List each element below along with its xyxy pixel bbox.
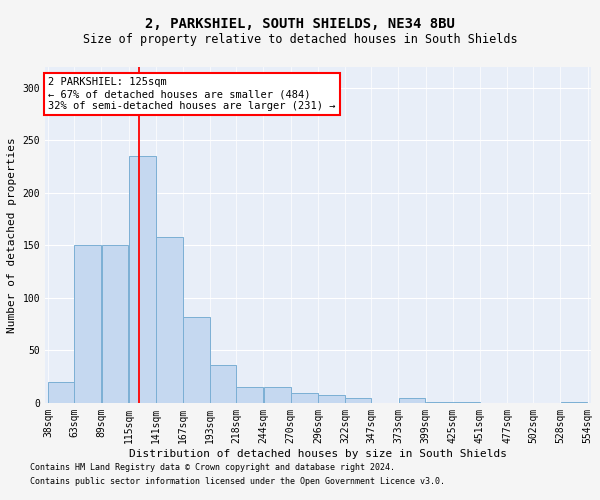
Bar	[156, 237, 183, 403]
Bar	[48, 382, 74, 403]
Bar	[101, 246, 128, 403]
X-axis label: Distribution of detached houses by size in South Shields: Distribution of detached houses by size …	[129, 448, 507, 458]
Bar	[425, 402, 452, 403]
Y-axis label: Number of detached properties: Number of detached properties	[7, 137, 17, 333]
Text: 2, PARKSHIEL, SOUTH SHIELDS, NE34 8BU: 2, PARKSHIEL, SOUTH SHIELDS, NE34 8BU	[145, 18, 455, 32]
Bar	[398, 398, 425, 403]
Text: 2 PARKSHIEL: 125sqm
← 67% of detached houses are smaller (484)
32% of semi-detac: 2 PARKSHIEL: 125sqm ← 67% of detached ho…	[48, 78, 335, 110]
Bar	[236, 387, 263, 403]
Bar	[318, 394, 345, 403]
Bar	[74, 246, 101, 403]
Bar	[345, 398, 371, 403]
Text: Contains HM Land Registry data © Crown copyright and database right 2024.: Contains HM Land Registry data © Crown c…	[30, 464, 395, 472]
Bar	[560, 402, 587, 403]
Text: Size of property relative to detached houses in South Shields: Size of property relative to detached ho…	[83, 32, 517, 46]
Bar	[183, 317, 210, 403]
Text: Contains public sector information licensed under the Open Government Licence v3: Contains public sector information licen…	[30, 477, 445, 486]
Bar	[263, 387, 290, 403]
Bar	[211, 365, 236, 403]
Bar	[453, 402, 480, 403]
Bar	[291, 394, 318, 403]
Bar	[129, 156, 155, 403]
